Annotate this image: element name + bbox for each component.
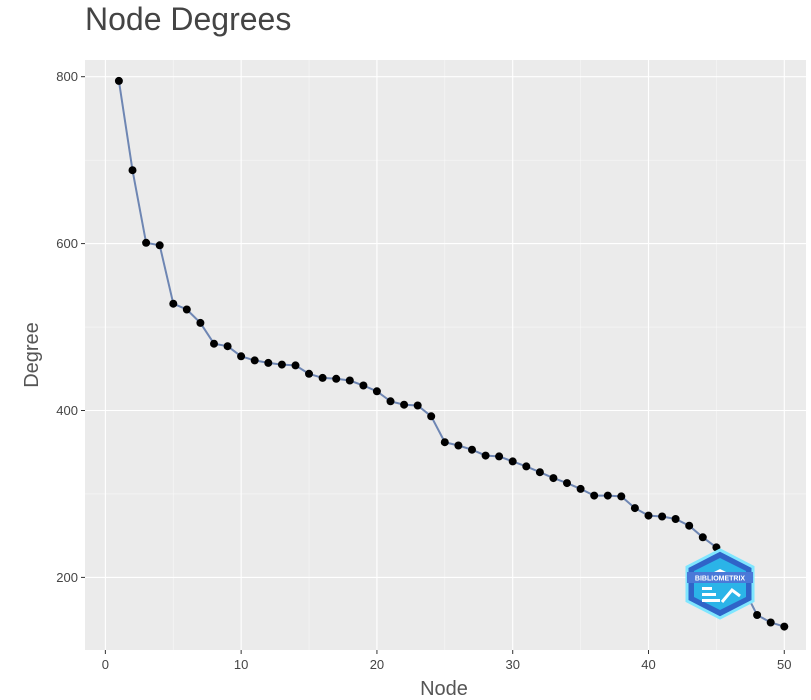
y-tick-label: 400: [56, 403, 78, 418]
data-point: [128, 166, 137, 175]
data-point: [345, 376, 354, 385]
x-tick-label: 40: [641, 657, 655, 672]
data-point: [671, 515, 680, 523]
data-point: [169, 299, 178, 308]
y-tick-label: 600: [56, 236, 78, 251]
x-tick-label: 0: [102, 657, 109, 672]
data-point: [332, 374, 341, 383]
data-point: [413, 401, 422, 410]
data-point: [508, 457, 517, 466]
data-point: [372, 387, 381, 396]
data-point: [468, 445, 476, 454]
data-point: [210, 339, 218, 348]
data-point: [766, 618, 775, 627]
data-point: [658, 512, 667, 521]
data-point: [644, 511, 653, 520]
data-point: [182, 305, 191, 314]
data-point: [318, 373, 327, 382]
data-point: [196, 318, 205, 327]
y-tick-label: 800: [56, 69, 78, 84]
data-point: [305, 369, 313, 378]
data-point: [114, 76, 123, 85]
data-point: [481, 451, 490, 460]
data-point: [495, 452, 504, 461]
data-point: [277, 360, 286, 369]
data-point: [386, 397, 395, 406]
data-point: [563, 479, 571, 488]
data-point: [630, 504, 639, 513]
axis-ticks: 0 10 20 30 40 50 200 400 600 800: [56, 69, 791, 672]
data-point: [617, 492, 626, 501]
data-point: [522, 462, 531, 471]
plot-panel: [85, 60, 806, 650]
data-point: [549, 474, 558, 483]
data-point: [590, 491, 599, 500]
data-point: [698, 533, 707, 542]
data-point: [427, 412, 436, 421]
x-axis-title: Node: [420, 678, 468, 700]
data-point: [142, 238, 151, 247]
data-point: [685, 521, 694, 530]
data-point: [576, 484, 585, 493]
data-point: [535, 468, 544, 477]
x-tick-label: 20: [370, 657, 384, 672]
data-point: [250, 356, 259, 365]
data-point: [359, 381, 368, 390]
data-point: [223, 342, 232, 351]
data-point: [400, 400, 409, 409]
data-point: [753, 611, 762, 619]
data-point: [291, 361, 300, 370]
x-tick-label: 30: [505, 657, 519, 672]
data-point: [454, 441, 463, 450]
y-tick-label: 200: [56, 570, 78, 585]
x-tick-label: 50: [777, 657, 791, 672]
logo-text: BIBLIOMETRIX: [695, 576, 745, 583]
data-point: [264, 358, 273, 367]
data-point: [155, 241, 164, 250]
chart-title: Node Degrees: [85, 1, 291, 37]
x-tick-label: 10: [234, 657, 248, 672]
y-axis-title: Degree: [21, 322, 43, 388]
bibliometrix-logo: BIBLIOMETRIX: [685, 548, 755, 620]
data-point: [237, 352, 246, 361]
data-point: [603, 491, 612, 500]
data-point: [780, 622, 789, 631]
data-point: [440, 438, 449, 447]
